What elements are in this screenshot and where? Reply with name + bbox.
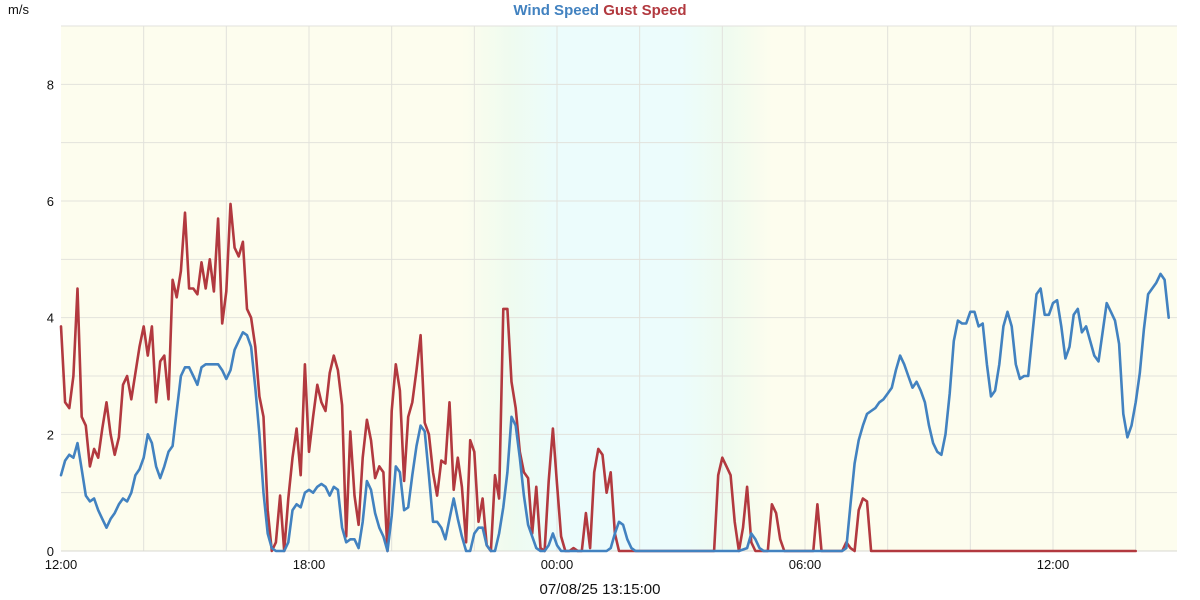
x-tick-label: 12:00	[1037, 557, 1070, 572]
x-tick-label: 06:00	[789, 557, 822, 572]
y-tick-label: 0	[47, 544, 54, 559]
plot-background	[61, 26, 1177, 551]
y-tick-label: 8	[47, 77, 54, 92]
axis-labels: 0 2 4 6 8 12:00 18:00 00:00 06:00 12:00	[45, 77, 1070, 572]
legend: Wind Speed Gust Speed	[513, 2, 686, 19]
y-axis-unit-label: m/s	[8, 2, 29, 17]
series-line-wind-speed	[59, 272, 1170, 553]
x-tick-label: 18:00	[293, 557, 326, 572]
y-tick-label: 4	[47, 311, 54, 326]
legend-entry-wind-speed: Wind Speed	[513, 2, 599, 19]
y-tick-label: 6	[47, 194, 54, 209]
x-tick-label: 12:00	[45, 557, 78, 572]
y-tick-label: 2	[47, 427, 54, 442]
legend-entry-gust-speed: Gust Speed	[599, 2, 687, 19]
x-tick-label: 00:00	[541, 557, 574, 572]
plot-area-background	[61, 26, 1177, 551]
timestamp-label: 07/08/25 13:15:00	[540, 581, 661, 598]
series-lines	[59, 202, 1170, 553]
